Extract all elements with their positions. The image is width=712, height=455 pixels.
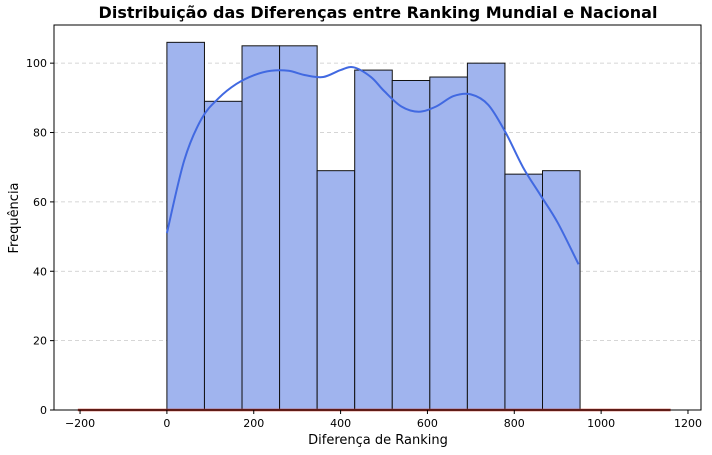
- x-tick-label: −200: [65, 417, 95, 430]
- histogram-bar: [354, 69, 393, 411]
- histogram-bar: [466, 62, 506, 411]
- histogram-bar: [542, 170, 581, 411]
- histogram-bar: [166, 41, 205, 411]
- x-tick-label: 800: [504, 417, 525, 430]
- y-tick-label: 20: [33, 335, 47, 348]
- y-tick-label: 100: [26, 57, 47, 70]
- y-tick-label: 0: [40, 404, 47, 417]
- histogram-bar: [279, 45, 318, 411]
- x-tick-label: 1000: [587, 417, 615, 430]
- y-axis-label: Frequência: [7, 182, 22, 253]
- y-tick-label: 60: [33, 196, 47, 209]
- histogram-bar: [391, 79, 431, 411]
- histogram-bar: [316, 170, 356, 411]
- x-axis-ticks: −200 0 200 400 600 800 1000 1200: [65, 410, 702, 430]
- histogram-bar: [241, 45, 281, 411]
- plot-frame: [53, 24, 702, 411]
- x-tick-label: 600: [417, 417, 438, 430]
- y-axis-ticks: 0 20 40 60 80 100: [26, 57, 54, 417]
- x-tick-label: 200: [243, 417, 264, 430]
- x-axis-label: Diferença de Ranking: [308, 433, 448, 448]
- kde-curve: [165, 66, 580, 265]
- histogram-bar: [504, 173, 544, 411]
- kde-line: [165, 66, 580, 265]
- chart-title: Distribuição das Diferenças entre Rankin…: [99, 3, 658, 22]
- y-tick-label: 80: [33, 127, 47, 140]
- x-tick-label: 0: [163, 417, 170, 430]
- x-tick-label: 400: [330, 417, 351, 430]
- y-tick-label: 40: [33, 265, 47, 278]
- histogram-bars: [166, 41, 581, 411]
- histogram-bar: [203, 100, 243, 411]
- x-tick-label: 1200: [674, 417, 702, 430]
- histogram-bar: [429, 76, 468, 411]
